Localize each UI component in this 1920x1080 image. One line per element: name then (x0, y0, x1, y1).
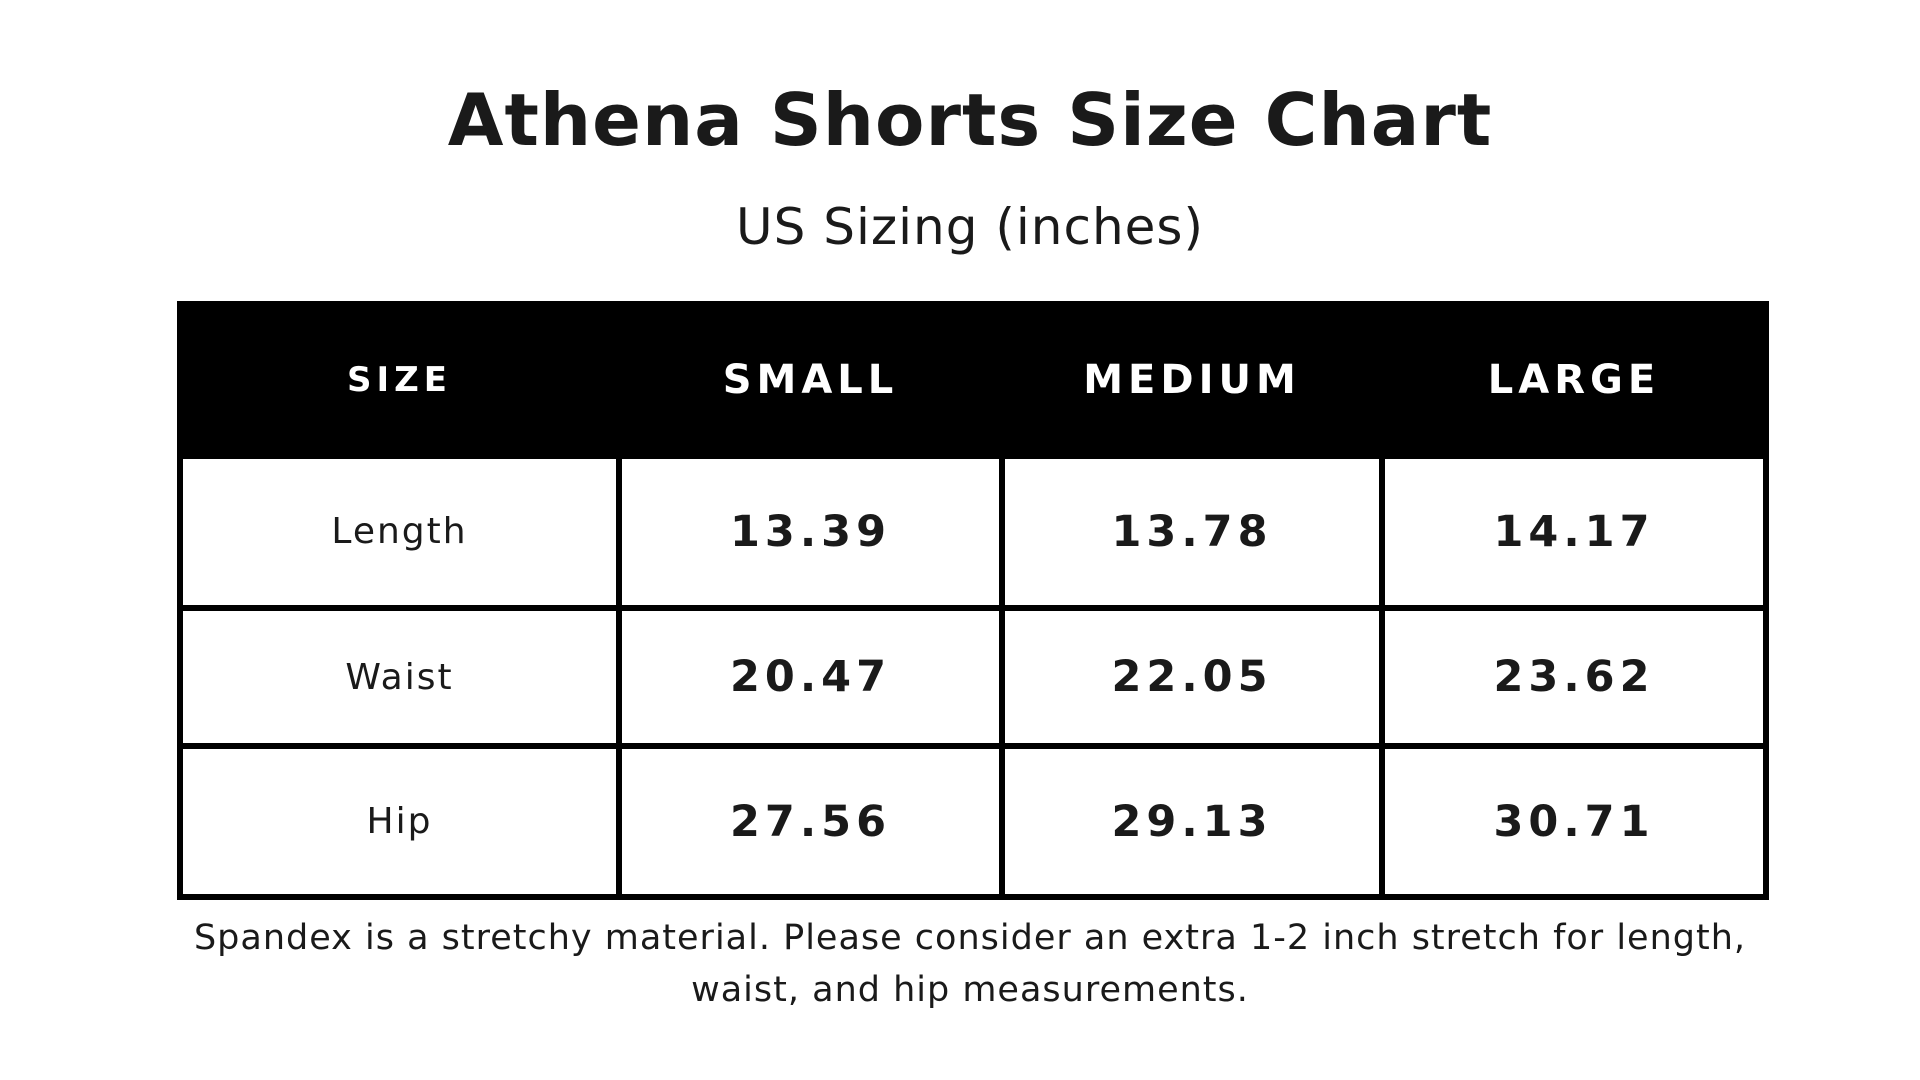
cell-length-large: 14.17 (1379, 453, 1769, 611)
cell-waist-medium: 22.05 (999, 604, 1385, 750)
size-chart-table: SIZE SMALL MEDIUM LARGE Length 13.39 13.… (177, 301, 1769, 900)
page-subtitle: US Sizing (inches) (736, 198, 1204, 256)
row-label-length: Length (177, 453, 622, 611)
row-label-waist: Waist (177, 604, 622, 750)
cell-length-medium: 13.78 (999, 453, 1385, 611)
table-header-row: SIZE SMALL MEDIUM LARGE (177, 301, 1769, 459)
table-row-waist: Waist 20.47 22.05 23.62 (177, 604, 1769, 750)
table-row-hip: Hip 27.56 29.13 30.71 (177, 743, 1769, 900)
cell-hip-small: 27.56 (616, 743, 1005, 900)
cell-length-small: 13.39 (616, 453, 1005, 611)
header-small: SMALL (616, 301, 1005, 459)
page-title: Athena Shorts Size Chart (447, 78, 1493, 162)
cell-hip-large: 30.71 (1379, 743, 1769, 900)
cell-hip-medium: 29.13 (999, 743, 1385, 900)
table-row-length: Length 13.39 13.78 14.17 (177, 453, 1769, 611)
header-size: SIZE (177, 301, 622, 459)
header-medium: MEDIUM (999, 301, 1385, 459)
header-large: LARGE (1379, 301, 1769, 459)
cell-waist-small: 20.47 (616, 604, 1005, 750)
stretch-note: Spandex is a stretchy material. Please c… (193, 918, 1747, 1010)
cell-waist-large: 23.62 (1379, 604, 1769, 750)
row-label-hip: Hip (177, 743, 622, 900)
